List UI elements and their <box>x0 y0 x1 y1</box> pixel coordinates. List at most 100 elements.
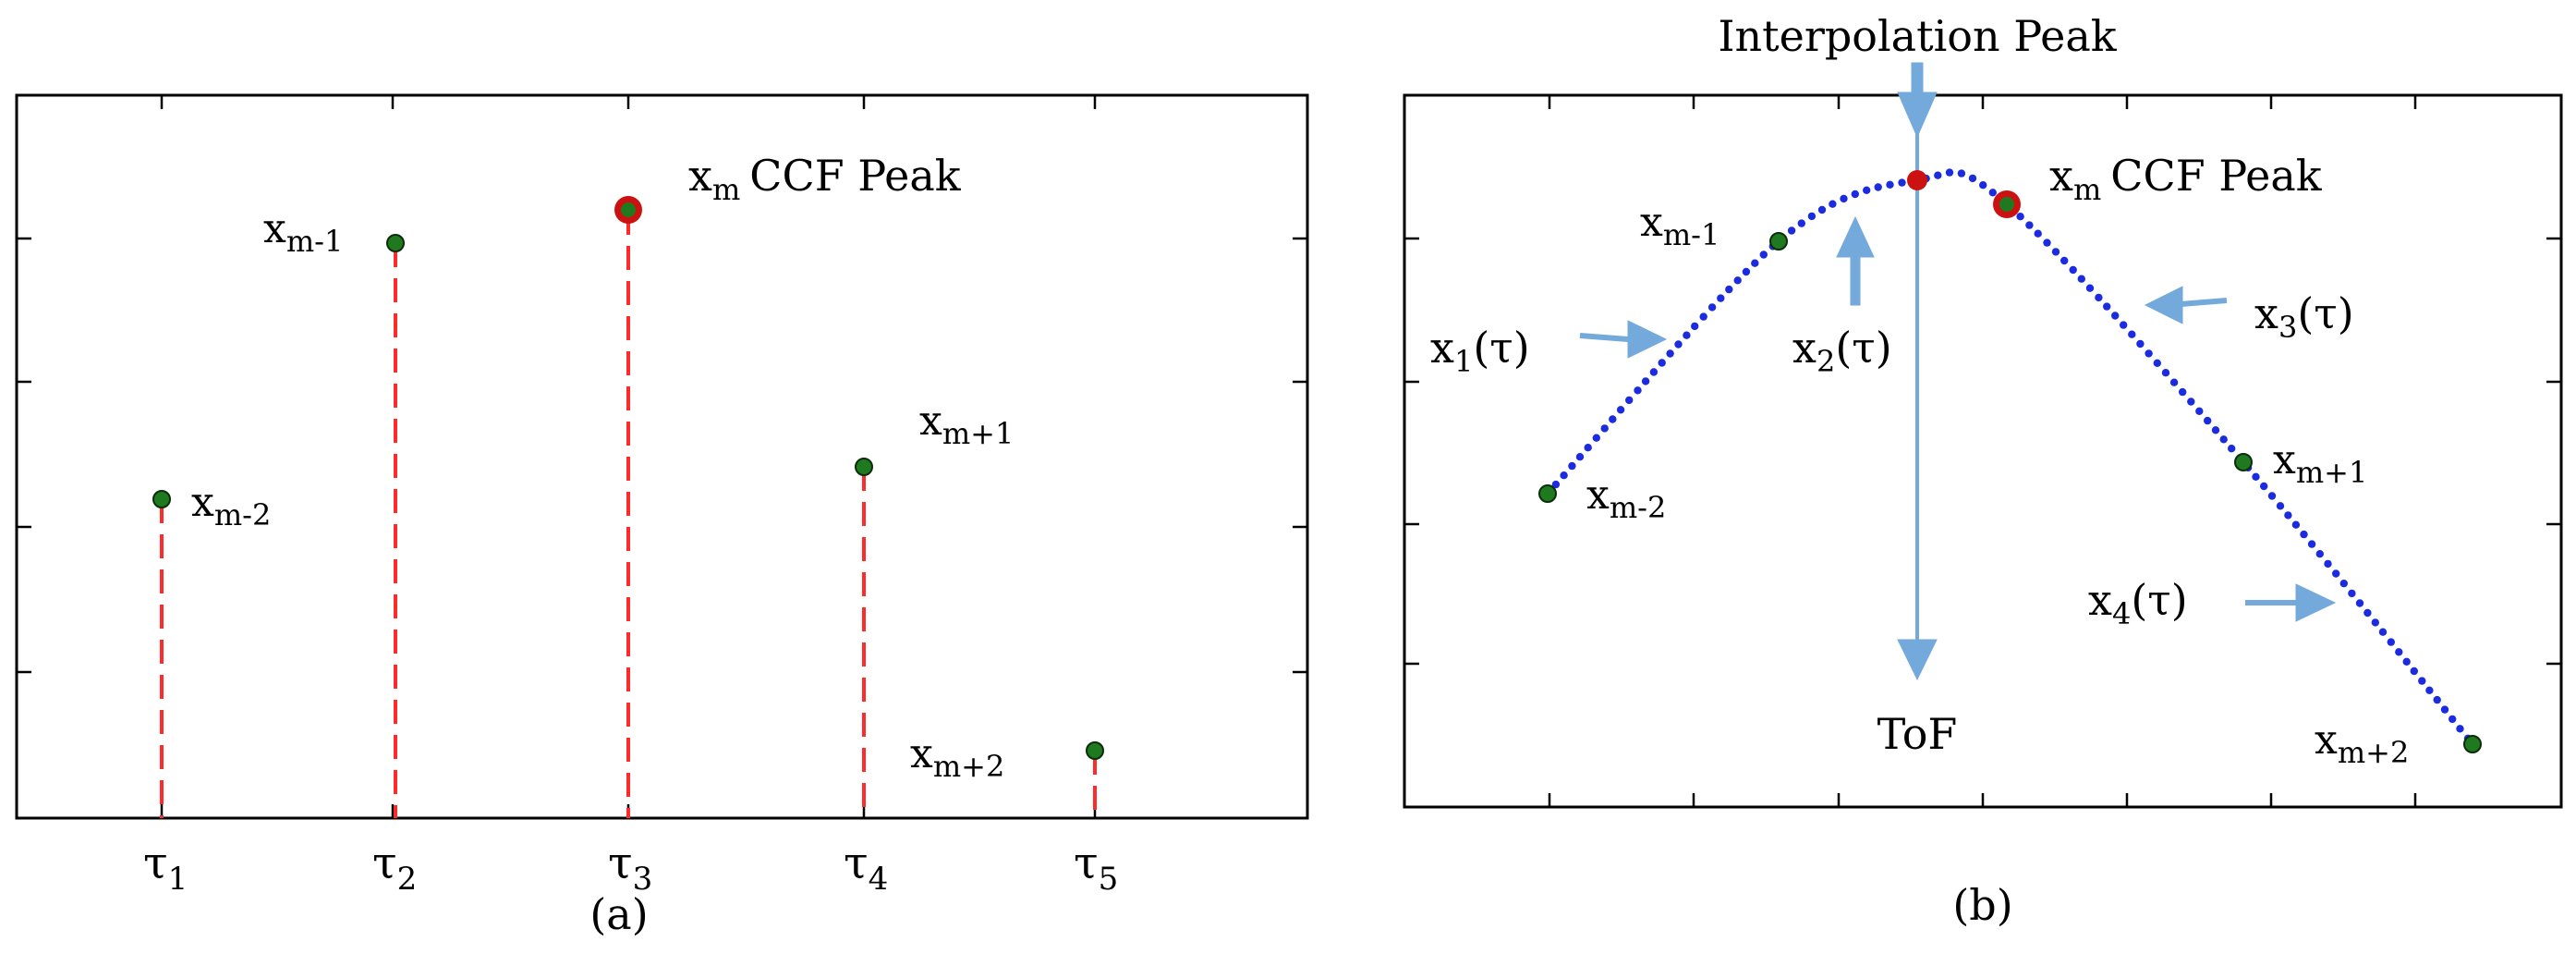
label-m+2-a: xm+2 <box>910 730 1004 784</box>
curve-dot <box>2153 359 2161 367</box>
interp-peak-point <box>1907 170 1927 190</box>
curve-dot <box>2025 221 2034 229</box>
tof-label: ToF <box>1877 709 1958 759</box>
panel-a-frame <box>15 93 1309 820</box>
label-x3-tau: x3(τ) <box>2254 288 2354 345</box>
curve-dot <box>1945 168 1954 177</box>
x4-arrow-icon <box>2295 583 2337 622</box>
curve-dot <box>2085 284 2095 292</box>
curve-dot <box>1592 434 1601 442</box>
curve-dot <box>1683 331 1691 339</box>
curve-dot <box>1979 181 1987 190</box>
curve-dot <box>2425 686 2434 694</box>
curve-dot <box>1707 303 1717 312</box>
curve-dot <box>2260 482 2268 491</box>
curve-dot <box>1886 180 1894 189</box>
tau-label-4: τ4 <box>844 838 888 898</box>
label-x4-tau: x4(τ) <box>2088 575 2188 631</box>
curve-dot <box>2371 618 2379 627</box>
point-m-2 <box>152 490 171 508</box>
curve-dot <box>1968 174 1977 183</box>
curve-dot <box>1575 453 1585 461</box>
point-m+2-b <box>2463 735 2482 753</box>
curve-dot <box>1717 294 1725 302</box>
curve-dot <box>2211 426 2220 434</box>
point-m+2 <box>1086 741 1104 760</box>
curve-dot <box>1733 276 1742 285</box>
x1-arrow-icon <box>1627 320 1668 359</box>
x2-arrow-icon <box>1836 215 1875 258</box>
curve-dot <box>1658 359 1666 367</box>
curve-dot <box>1797 219 1806 227</box>
curve-dot <box>2204 416 2212 425</box>
curve-dot <box>1691 322 1699 331</box>
curve-dot <box>1634 386 1642 395</box>
curve-dot <box>1874 183 1882 191</box>
curve-dot <box>2378 628 2388 636</box>
curve-dot <box>2145 349 2153 358</box>
curve-dot <box>2284 511 2292 520</box>
tau-label-3: τ3 <box>608 838 652 898</box>
curve-dot <box>2161 369 2170 377</box>
curve-dot <box>1840 194 1848 203</box>
curve-dot <box>1742 267 1751 276</box>
tau-label-5: τ5 <box>1074 838 1118 898</box>
panel-b: Interpolation Peak ToF xm CCF Peak xm-1 x… <box>1403 11 2563 930</box>
label-m+1-b: xm+1 <box>2273 436 2367 490</box>
curve-dot <box>2077 275 2085 283</box>
curve-dot <box>2187 398 2195 406</box>
label-m-1-b: xm-1 <box>1640 199 1719 252</box>
curve-dot <box>2315 550 2324 558</box>
curve-dot <box>1957 169 1966 177</box>
curve-dot <box>1666 349 1674 358</box>
curve-dot <box>2433 695 2441 704</box>
curve-dot <box>1817 205 1827 214</box>
curve-dot <box>2111 312 2120 320</box>
curve-dot <box>1560 471 1568 480</box>
curve-dot <box>1649 368 1659 376</box>
caption-b: (b) <box>1952 880 2012 930</box>
point-m-1 <box>386 234 405 252</box>
tau-label-2: τ2 <box>372 838 417 898</box>
curve-dot <box>2252 472 2260 481</box>
curve-dot <box>2034 229 2042 238</box>
point-m-peak-b <box>1999 197 2014 212</box>
curve-dot <box>2120 321 2128 329</box>
interp-peak-arrow-icon <box>1897 92 1938 139</box>
curve-dot <box>1934 171 1942 179</box>
curve-dot <box>1674 340 1683 349</box>
curve-dot <box>2103 302 2111 311</box>
curve-dot <box>2355 599 2364 607</box>
curve-dot <box>2128 330 2136 338</box>
label-m-2-a: xm-2 <box>191 479 271 532</box>
curve-dot <box>1551 480 1561 489</box>
curve-dot <box>1759 251 1768 259</box>
panel-b-frame <box>1403 93 2563 809</box>
curve-dot <box>1898 178 1906 187</box>
x3-arrow-icon <box>2144 286 2183 324</box>
curve-dot <box>2195 407 2204 415</box>
label-x1-tau: x1(τ) <box>1430 323 1530 379</box>
point-m+1-b <box>2234 453 2253 471</box>
caption-a: (a) <box>589 889 648 939</box>
panel-a: xm CCF Peak xm-2 xm-1 xm+1 xm+2 τ1 τ2 τ3 … <box>15 93 1309 939</box>
curve-dot <box>2456 725 2464 733</box>
curve-dot <box>1725 285 1733 294</box>
curve-dot <box>2387 638 2395 646</box>
x2-arrow-shaft <box>1850 253 1861 306</box>
curve-dot <box>1699 312 1707 321</box>
curve-dot <box>1568 461 1576 471</box>
point-m+1 <box>855 458 873 476</box>
x1-arrow-shaft <box>1579 333 1629 342</box>
curve-dot <box>2300 530 2308 539</box>
label-m-1-a: xm-1 <box>263 205 343 259</box>
curve-dot <box>2332 569 2340 578</box>
peak-label-a: xm CCF Peak <box>688 151 962 207</box>
curve-dot <box>1616 406 1625 414</box>
point-m-1-b <box>1769 232 1788 251</box>
curve-dot <box>2307 540 2316 548</box>
curve-dot <box>1584 444 1592 452</box>
curve-dot <box>2228 445 2236 453</box>
curve-dot <box>2348 589 2356 598</box>
